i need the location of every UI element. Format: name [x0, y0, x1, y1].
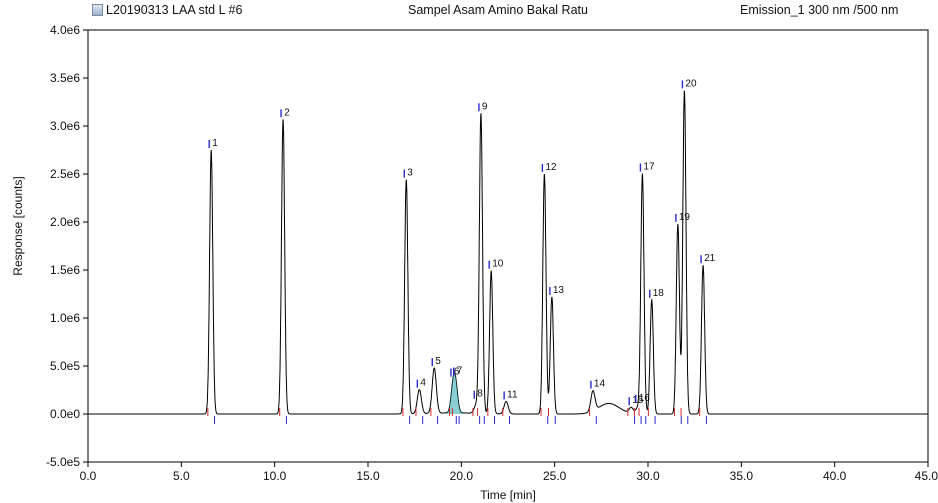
- y-tick-label: 1.5e6: [50, 263, 80, 277]
- peak-label: 5: [435, 356, 441, 367]
- peak-label: 10: [492, 259, 504, 270]
- sample-id-label: L20190313 LAA std L #6: [106, 3, 243, 17]
- x-tick-label: 35.0: [730, 469, 754, 483]
- peak-label: 17: [643, 162, 655, 173]
- peak-label: 16: [639, 393, 651, 404]
- peak-label: 3: [407, 168, 413, 179]
- x-tick-label: 20.0: [450, 469, 474, 483]
- y-tick-label: 5.0e5: [50, 359, 80, 373]
- y-tick-label: 3.5e6: [50, 71, 80, 85]
- x-tick-label: 30.0: [636, 469, 660, 483]
- peak-label: 13: [553, 285, 565, 296]
- x-tick-label: 15.0: [356, 469, 380, 483]
- x-tick-label: 45.0: [915, 469, 938, 483]
- y-axis-label: Response [counts]: [11, 176, 25, 275]
- x-axis-label: Time [min]: [480, 488, 536, 502]
- y-tick-label: 4.0e6: [50, 23, 80, 37]
- peak-label: 6: [454, 367, 460, 378]
- signal-trace: [88, 90, 928, 415]
- peak-label: 7: [457, 365, 463, 376]
- channel-label: Emission_1 300 nm /500 nm: [740, 3, 899, 17]
- x-tick-label: 25.0: [543, 469, 567, 483]
- y-tick-label: 0.0e0: [50, 407, 80, 421]
- peak-label: 8: [477, 389, 483, 400]
- peak-label: 15: [632, 395, 644, 406]
- peak-label: 12: [545, 162, 557, 173]
- integration-area: [445, 373, 464, 414]
- peak-label: 14: [594, 379, 606, 390]
- peak-label: 18: [653, 288, 665, 299]
- x-tick-label: 5.0: [173, 469, 190, 483]
- peak-label: 4: [420, 378, 426, 389]
- peak-label: 20: [685, 78, 697, 89]
- x-tick-label: 10.0: [263, 469, 287, 483]
- y-tick-label: -5.0e5: [46, 455, 80, 469]
- sample-name-label: Sampel Asam Amino Bakal Ratu: [408, 3, 588, 17]
- peak-label: 9: [482, 101, 488, 112]
- y-tick-label: 2.5e6: [50, 167, 80, 181]
- peak-label: 19: [679, 212, 691, 223]
- document-icon: [92, 4, 103, 16]
- peak-label: 11: [507, 389, 518, 400]
- peak-label: 21: [704, 253, 716, 264]
- y-tick-label: 3.0e6: [50, 119, 80, 133]
- peak-label: 2: [284, 107, 290, 118]
- x-tick-label: 0.0: [80, 469, 97, 483]
- x-tick-label: 40.0: [823, 469, 847, 483]
- y-tick-label: 1.0e6: [50, 311, 80, 325]
- peak-label: 1: [212, 138, 218, 149]
- plot-frame: [87, 29, 929, 463]
- y-tick-label: 2.0e6: [50, 215, 80, 229]
